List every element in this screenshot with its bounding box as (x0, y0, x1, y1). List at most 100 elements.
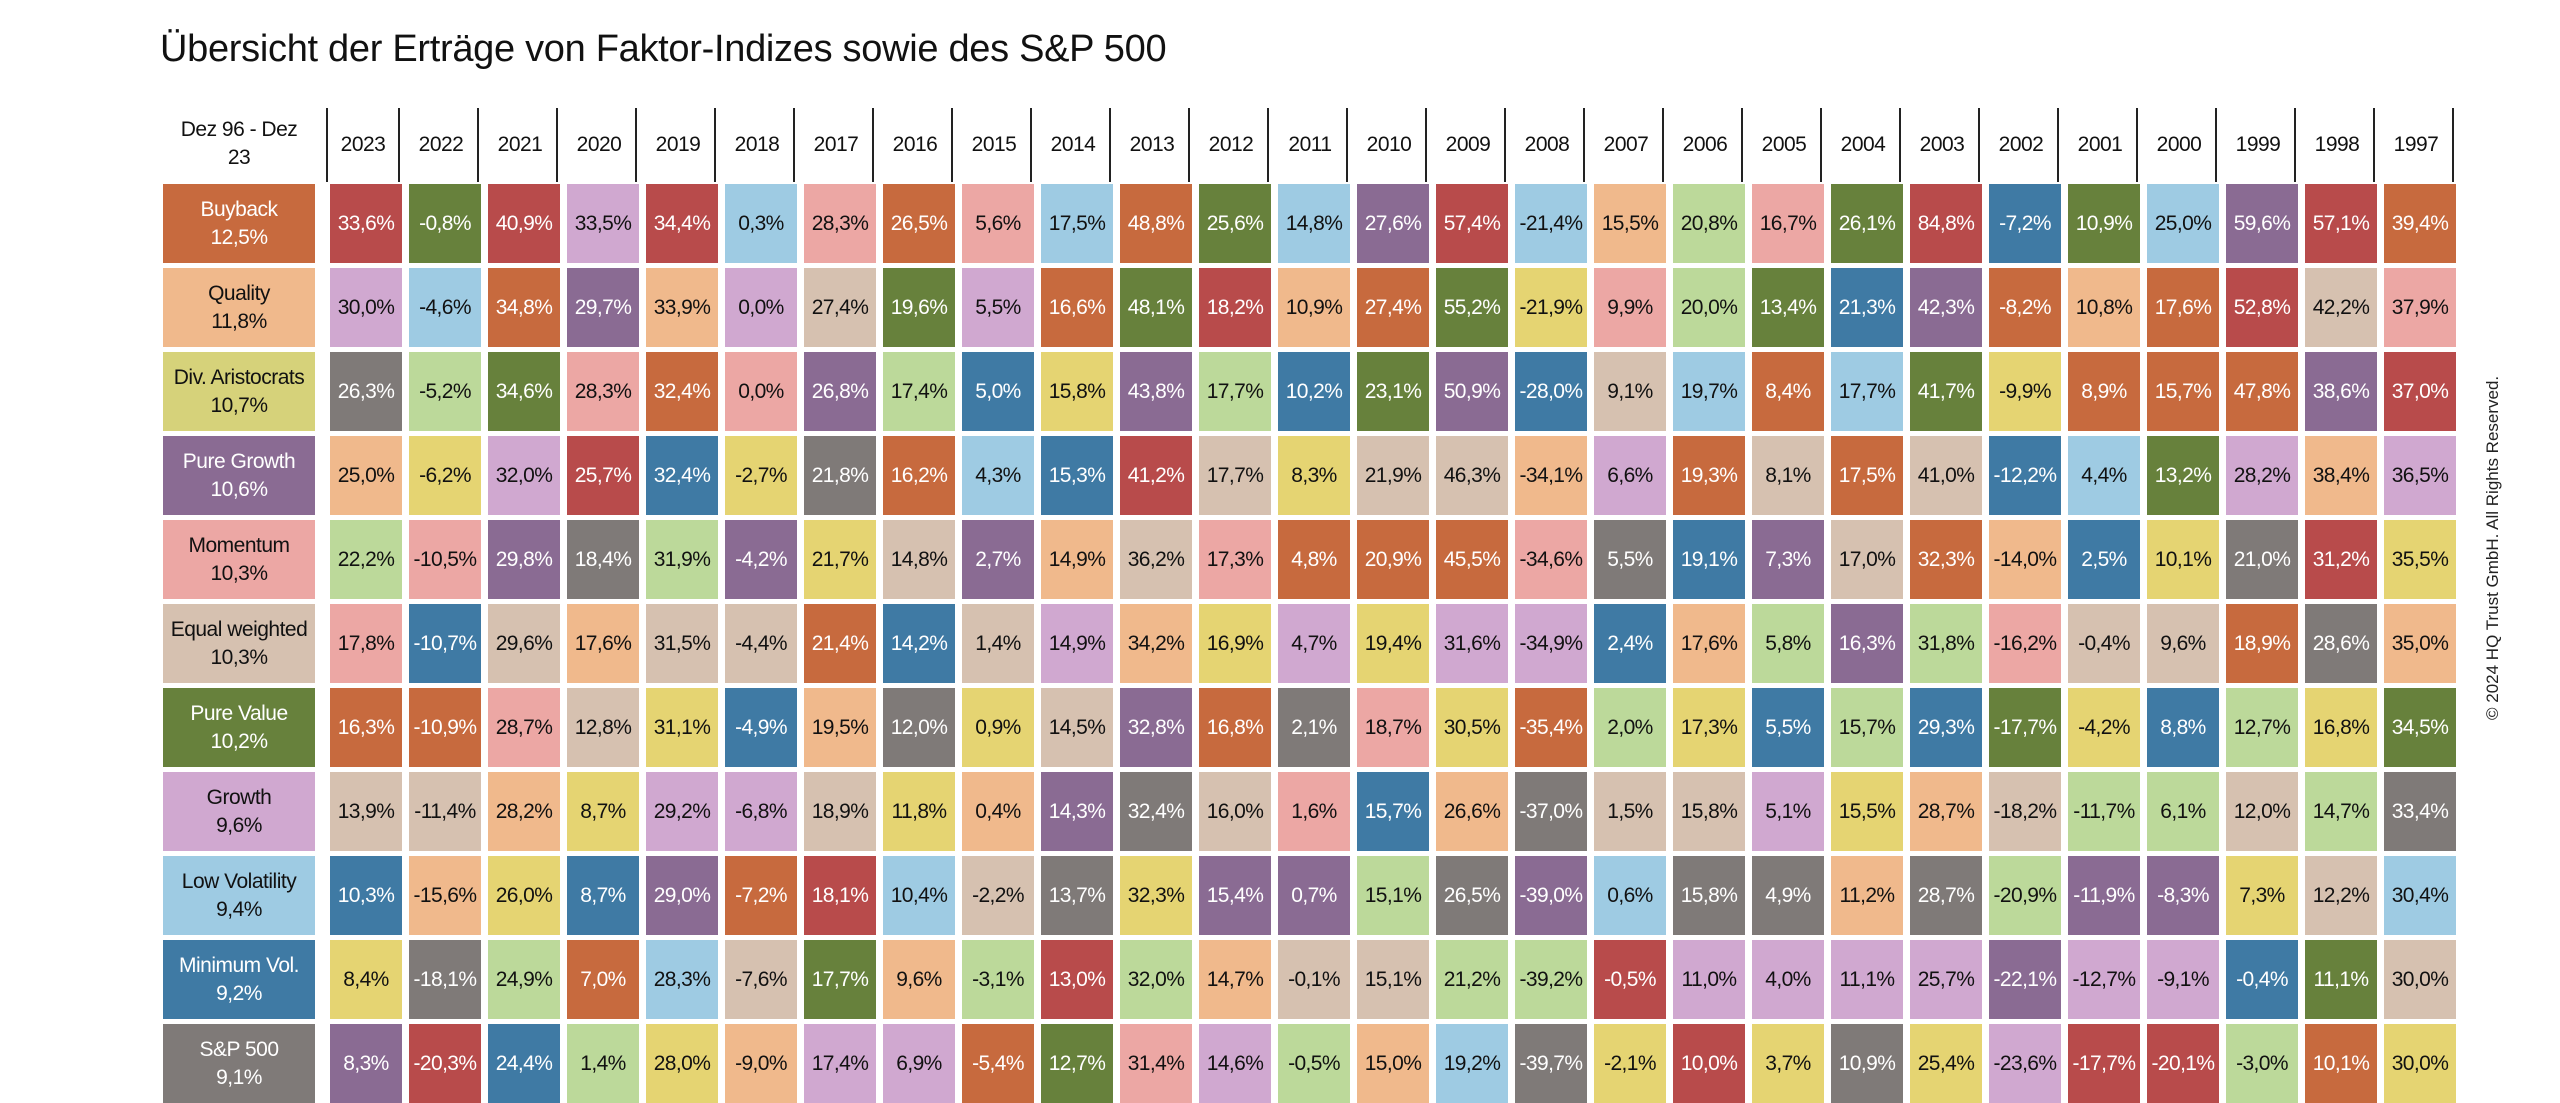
return-cell: 8,8% (2147, 688, 2219, 767)
return-cell: 14,6% (1199, 1024, 1271, 1103)
return-cell: 25,0% (2147, 184, 2219, 263)
return-cell: 42,3% (1910, 268, 1982, 347)
return-cell: 15,8% (1673, 856, 1745, 935)
return-cell: 8,4% (1752, 352, 1824, 431)
return-cell: 18,4% (567, 520, 639, 599)
return-cell: 17,3% (1199, 520, 1271, 599)
return-cell: 15,0% (1357, 1024, 1429, 1103)
return-cell: 18,1% (804, 856, 876, 935)
return-cell: 29,2% (646, 772, 718, 851)
return-cell: 12,8% (567, 688, 639, 767)
return-cell: 14,8% (883, 520, 955, 599)
return-cell: 20,8% (1673, 184, 1745, 263)
year-header: 2014 (1037, 108, 1111, 182)
factor-average-return: 10,3% (210, 645, 268, 669)
factor-label: Momentum 10,3% (163, 520, 315, 599)
return-cell: -3,1% (962, 940, 1034, 1019)
return-cell: -4,6% (409, 268, 481, 347)
return-cell: -37,0% (1515, 772, 1587, 851)
factor-label: Pure Value 10,2% (163, 688, 315, 767)
return-cell: -21,4% (1515, 184, 1587, 263)
return-cell: -20,1% (2147, 1024, 2219, 1103)
return-cell: 20,0% (1673, 268, 1745, 347)
return-cell: 15,1% (1357, 856, 1429, 935)
return-cell: -34,6% (1515, 520, 1587, 599)
return-cell: 17,4% (804, 1024, 876, 1103)
year-header: 2021 (484, 108, 558, 182)
return-cell: 16,0% (1199, 772, 1271, 851)
return-cell: 46,3% (1436, 436, 1508, 515)
factor-name: Growth (206, 785, 272, 809)
return-cell: 6,9% (883, 1024, 955, 1103)
return-cell: 27,4% (1357, 268, 1429, 347)
factor-name: Equal weighted (170, 617, 308, 641)
return-cell: 16,3% (1831, 604, 1903, 683)
return-cell: -10,9% (409, 688, 481, 767)
return-cell: 4,4% (2068, 436, 2140, 515)
return-cell: -0,4% (2068, 604, 2140, 683)
return-cell: 48,1% (1120, 268, 1192, 347)
return-cell: 17,6% (567, 604, 639, 683)
year-header: 2008 (1511, 108, 1585, 182)
factor-label: Div. Aristocrats 10,7% (163, 352, 315, 431)
return-cell: -7,2% (725, 856, 797, 935)
return-cell: 9,6% (2147, 604, 2219, 683)
return-cell: 34,6% (488, 352, 560, 431)
factor-average-return: 10,3% (210, 561, 268, 585)
return-cell: -28,0% (1515, 352, 1587, 431)
year-header: 2013 (1116, 108, 1190, 182)
return-cell: 21,8% (804, 436, 876, 515)
return-cell: 25,0% (330, 436, 402, 515)
return-cell: 26,3% (330, 352, 402, 431)
return-cell: 10,9% (1831, 1024, 1903, 1103)
return-cell: -15,6% (409, 856, 481, 935)
return-cell: 29,6% (488, 604, 560, 683)
return-cell: 11,0% (1673, 940, 1745, 1019)
return-cell: 16,8% (1199, 688, 1271, 767)
factor-label: Equal weighted 10,3% (163, 604, 315, 683)
return-cell: 5,8% (1752, 604, 1824, 683)
return-cell: 17,5% (1831, 436, 1903, 515)
return-cell: 10,9% (2068, 184, 2140, 263)
factor-label: Quality 11,8% (163, 268, 315, 347)
year-header: 1999 (2222, 108, 2296, 182)
return-cell: 35,5% (2384, 520, 2456, 599)
factor-average-return: 9,6% (216, 813, 262, 837)
return-cell: 10,3% (330, 856, 402, 935)
return-cell: -0,8% (409, 184, 481, 263)
return-cell: 18,7% (1357, 688, 1429, 767)
return-cell: 17,5% (1041, 184, 1113, 263)
return-cell: -20,9% (1989, 856, 2061, 935)
factor-name: S&P 500 (199, 1037, 279, 1061)
return-cell: 15,5% (1831, 772, 1903, 851)
return-cell: 34,2% (1120, 604, 1192, 683)
page-title: Übersicht der Erträge von Faktor-Indizes… (160, 28, 1167, 70)
return-cell: 10,1% (2305, 1024, 2377, 1103)
return-cell: -12,7% (2068, 940, 2140, 1019)
return-cell: 15,3% (1041, 436, 1113, 515)
return-cell: 0,7% (1278, 856, 1350, 935)
return-cell: -4,4% (725, 604, 797, 683)
return-cell: 16,8% (2305, 688, 2377, 767)
return-cell: 15,7% (2147, 352, 2219, 431)
return-cell: -17,7% (1989, 688, 2061, 767)
return-cell: 10,2% (1278, 352, 1350, 431)
return-cell: 28,3% (804, 184, 876, 263)
return-cell: 18,9% (804, 772, 876, 851)
return-cell: 15,5% (1594, 184, 1666, 263)
return-cell: 33,6% (330, 184, 402, 263)
return-cell: 24,9% (488, 940, 560, 1019)
return-cell: -18,2% (1989, 772, 2061, 851)
return-cell: 14,7% (2305, 772, 2377, 851)
return-cell: 21,9% (1357, 436, 1429, 515)
return-cell: 37,9% (2384, 268, 2456, 347)
return-cell: 27,4% (804, 268, 876, 347)
return-cell: 32,4% (646, 436, 718, 515)
year-header: 2005 (1748, 108, 1822, 182)
return-cell: 32,4% (1120, 772, 1192, 851)
return-cell: -9,0% (725, 1024, 797, 1103)
return-cell: -2,2% (962, 856, 1034, 935)
factor-label: Buyback 12,5% (163, 184, 315, 263)
return-cell: 2,4% (1594, 604, 1666, 683)
return-cell: -10,7% (409, 604, 481, 683)
